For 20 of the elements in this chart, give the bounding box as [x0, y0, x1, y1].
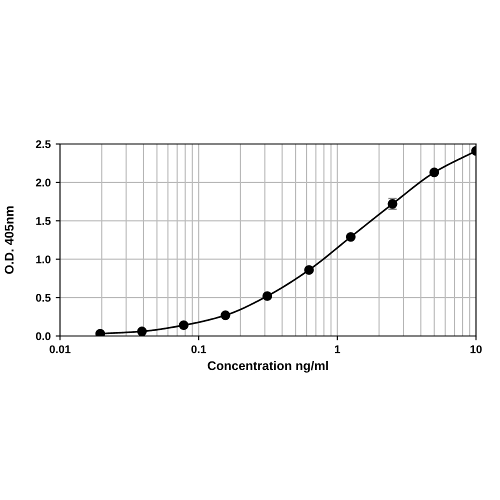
y-axis-title: O.D. 405nm: [4, 206, 14, 274]
x-axis-title: Concentration ng/ml: [208, 360, 328, 373]
point: [137, 326, 147, 336]
point: [178, 320, 189, 330]
point: [304, 265, 314, 275]
x-tick-label: 1: [334, 345, 340, 354]
y-tick-label: 2.0: [36, 178, 51, 187]
point: [262, 291, 272, 301]
point: [429, 168, 440, 178]
x-tick-label: 0.01: [50, 345, 71, 354]
y-tick-label: 0.0: [36, 332, 51, 340]
y-tick-label: 1.0: [36, 255, 51, 264]
point: [95, 328, 106, 336]
x-tick-label: 10: [470, 345, 482, 354]
x-tick-label: 0.1: [191, 345, 206, 354]
point: [220, 310, 230, 320]
y-tick-label: 0.5: [36, 294, 51, 302]
y-tick-label: 2.5: [36, 140, 51, 148]
y-tick-label: 1.5: [36, 217, 51, 225]
point: [346, 232, 356, 242]
